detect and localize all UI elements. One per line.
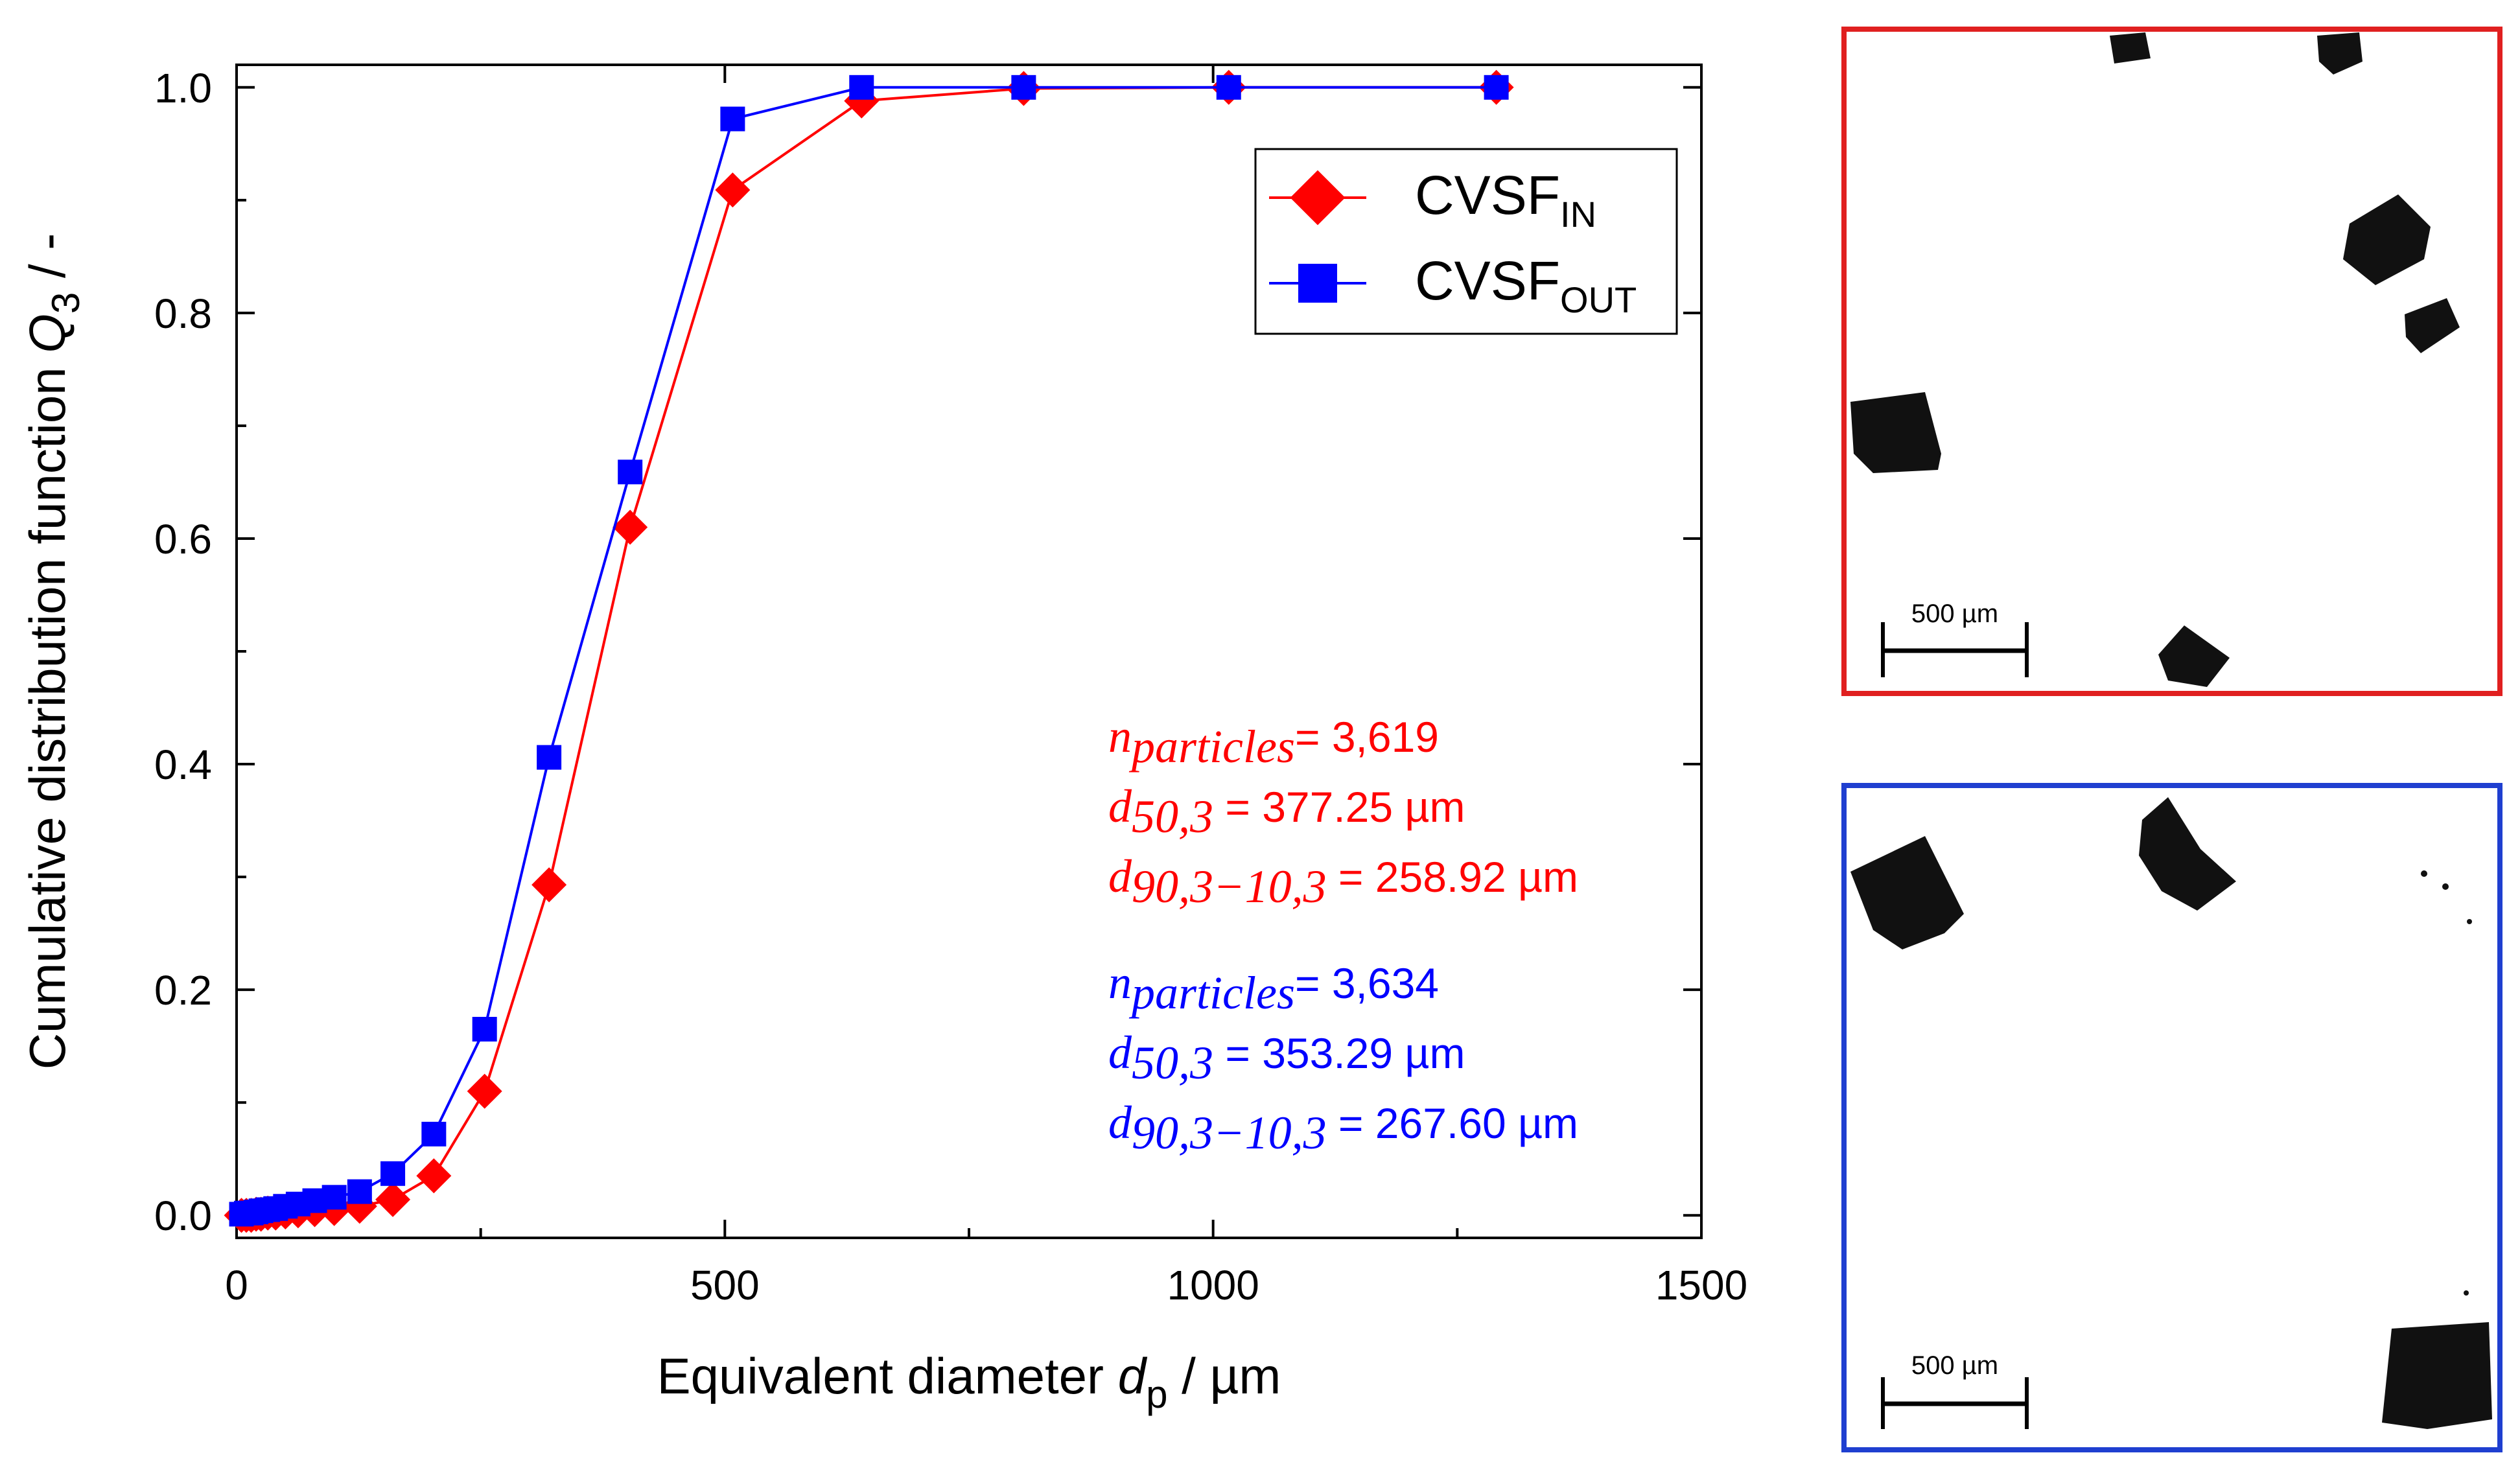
data-point xyxy=(1011,75,1036,100)
data-point xyxy=(849,75,874,100)
particle xyxy=(1850,392,1941,473)
annotation-in: nparticles= 3,619 d50,3 = 377.25 µm d90,… xyxy=(1108,710,1578,913)
y-axis-title: Cumulative distribution function Q3 / - xyxy=(19,233,88,1070)
y-tick-label: 0.0 xyxy=(154,1193,212,1239)
particle xyxy=(1850,836,1964,949)
y-tick-label: 0.2 xyxy=(154,967,212,1014)
data-point xyxy=(467,1073,502,1109)
speck xyxy=(2467,919,2472,924)
legend-label-in: CVSFIN xyxy=(1415,165,1596,235)
y-tick-label: 0.8 xyxy=(154,290,212,337)
data-point xyxy=(347,1179,372,1204)
data-point xyxy=(416,1158,452,1194)
speck xyxy=(2464,1290,2469,1296)
series-layer xyxy=(224,69,1514,1233)
annotation-in-span: d90,3−10,3 = 258.92 µm xyxy=(1108,850,1578,913)
crystal-particles xyxy=(1850,32,2460,687)
legend: CVSFIN CVSFOUT xyxy=(1254,148,1678,335)
micrograph-in: 500 µm xyxy=(1841,27,2502,696)
data-point xyxy=(720,106,745,132)
data-point xyxy=(375,1181,411,1217)
data-point xyxy=(612,509,648,545)
data-point xyxy=(1216,75,1241,100)
y-tick-label: 1.0 xyxy=(154,65,212,111)
data-point xyxy=(1484,75,1509,100)
legend-label-out: CVSFOUT xyxy=(1415,250,1637,320)
x-axis-title: Equivalent diameter dp / µm xyxy=(657,1347,1281,1416)
axis-tick-labels: 0 500 1000 1500 0.0 0.2 0.4 0.6 0.8 1.0 xyxy=(154,65,1747,1309)
y-tick-label: 0.6 xyxy=(154,516,212,563)
particle xyxy=(2405,298,2460,353)
particle xyxy=(2343,194,2431,285)
speck xyxy=(2421,870,2427,877)
annotation-out-n: nparticles= 3,634 xyxy=(1108,957,1439,1019)
particle xyxy=(2317,32,2362,75)
particle xyxy=(2110,32,2151,64)
crystal-particles xyxy=(1850,797,2492,1429)
data-point xyxy=(715,172,751,208)
legend-marker-out xyxy=(1298,264,1337,303)
x-tick-label: 1000 xyxy=(1167,1262,1259,1309)
annotation-out-span: d90,3−10,3 = 267.60 µm xyxy=(1108,1097,1578,1159)
data-point xyxy=(537,745,562,770)
micrograph-out: 500 µm xyxy=(1841,783,2502,1452)
speck xyxy=(2442,883,2449,890)
x-tick-label: 0 xyxy=(225,1262,248,1309)
data-point xyxy=(380,1161,406,1186)
series-out xyxy=(229,75,1509,1227)
y-tick-label: 0.4 xyxy=(154,741,212,788)
particle xyxy=(2139,797,2236,911)
annotation-out: nparticles= 3,634 d50,3 = 353.29 µm d90,… xyxy=(1108,957,1578,1159)
particle xyxy=(2382,1322,2492,1429)
micrograph-in-frame xyxy=(1841,27,2502,696)
x-tick-label: 500 xyxy=(690,1262,760,1309)
x-tick-label: 1500 xyxy=(1655,1262,1747,1309)
data-point xyxy=(321,1185,347,1210)
data-point xyxy=(421,1121,447,1146)
annotation-out-d50: d50,3 = 353.29 µm xyxy=(1108,1027,1465,1089)
data-point xyxy=(618,460,643,485)
scale-bar-label: 500 µm xyxy=(1911,1351,1998,1380)
data-point xyxy=(472,1017,497,1042)
annotation-in-d50: d50,3 = 377.25 µm xyxy=(1108,780,1465,843)
scale-bar-label: 500 µm xyxy=(1911,599,1998,628)
data-point xyxy=(531,867,567,903)
particle xyxy=(2158,625,2230,687)
annotation-in-n: nparticles= 3,619 xyxy=(1108,710,1439,773)
